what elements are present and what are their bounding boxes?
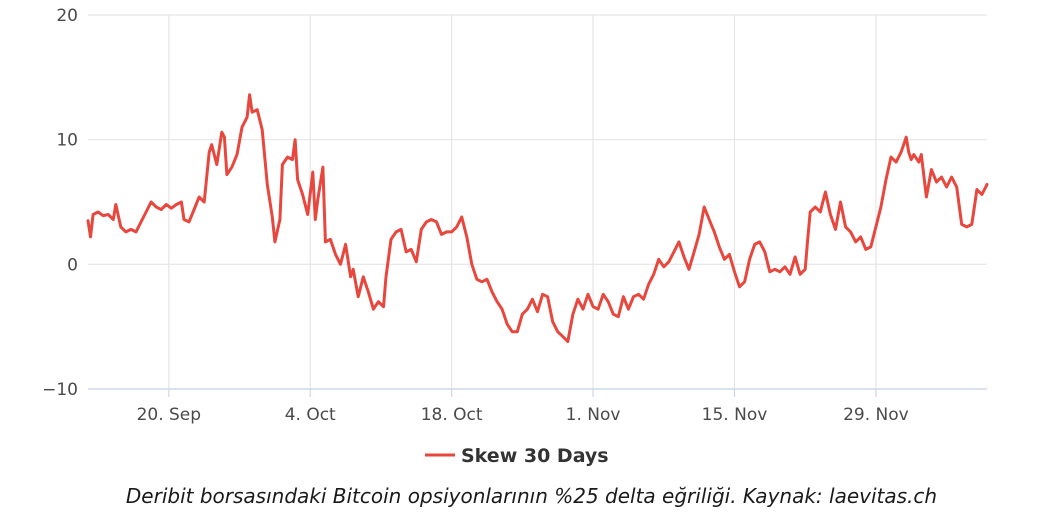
series-layer (86, 93, 989, 344)
x-tick-label: 4. Oct (285, 405, 336, 425)
skew-line-chart: −10 0 10 20 20. Sep 4. Oct 18. Oct 1. Nov 15. No… (42, 6, 989, 467)
grid-layer (88, 14, 987, 390)
y-tick-label: 0 (67, 255, 78, 275)
x-tick-label: 1. Nov (566, 405, 621, 425)
legend-label-skew-30-days: Skew 30 Days (461, 445, 609, 467)
y-tick-label: −10 (42, 380, 78, 400)
x-tick-label: 29. Nov (843, 405, 909, 425)
figure-caption: Deribit borsasındaki Bitcoin opsiyonları… (125, 484, 938, 508)
y-tick-label: 10 (56, 131, 78, 151)
axis-layer: −10 0 10 20 20. Sep 4. Oct 18. Oct 1. Nov 15. No… (42, 6, 987, 425)
x-tick-label: 20. Sep (137, 405, 201, 425)
y-tick-label: 20 (56, 6, 78, 26)
x-tick-label: 18. Oct (421, 405, 483, 425)
x-tick-label: 15. Nov (702, 405, 768, 425)
series-line-skew-30-days[interactable] (86, 93, 989, 344)
legend[interactable]: Skew 30 Days (425, 445, 609, 467)
